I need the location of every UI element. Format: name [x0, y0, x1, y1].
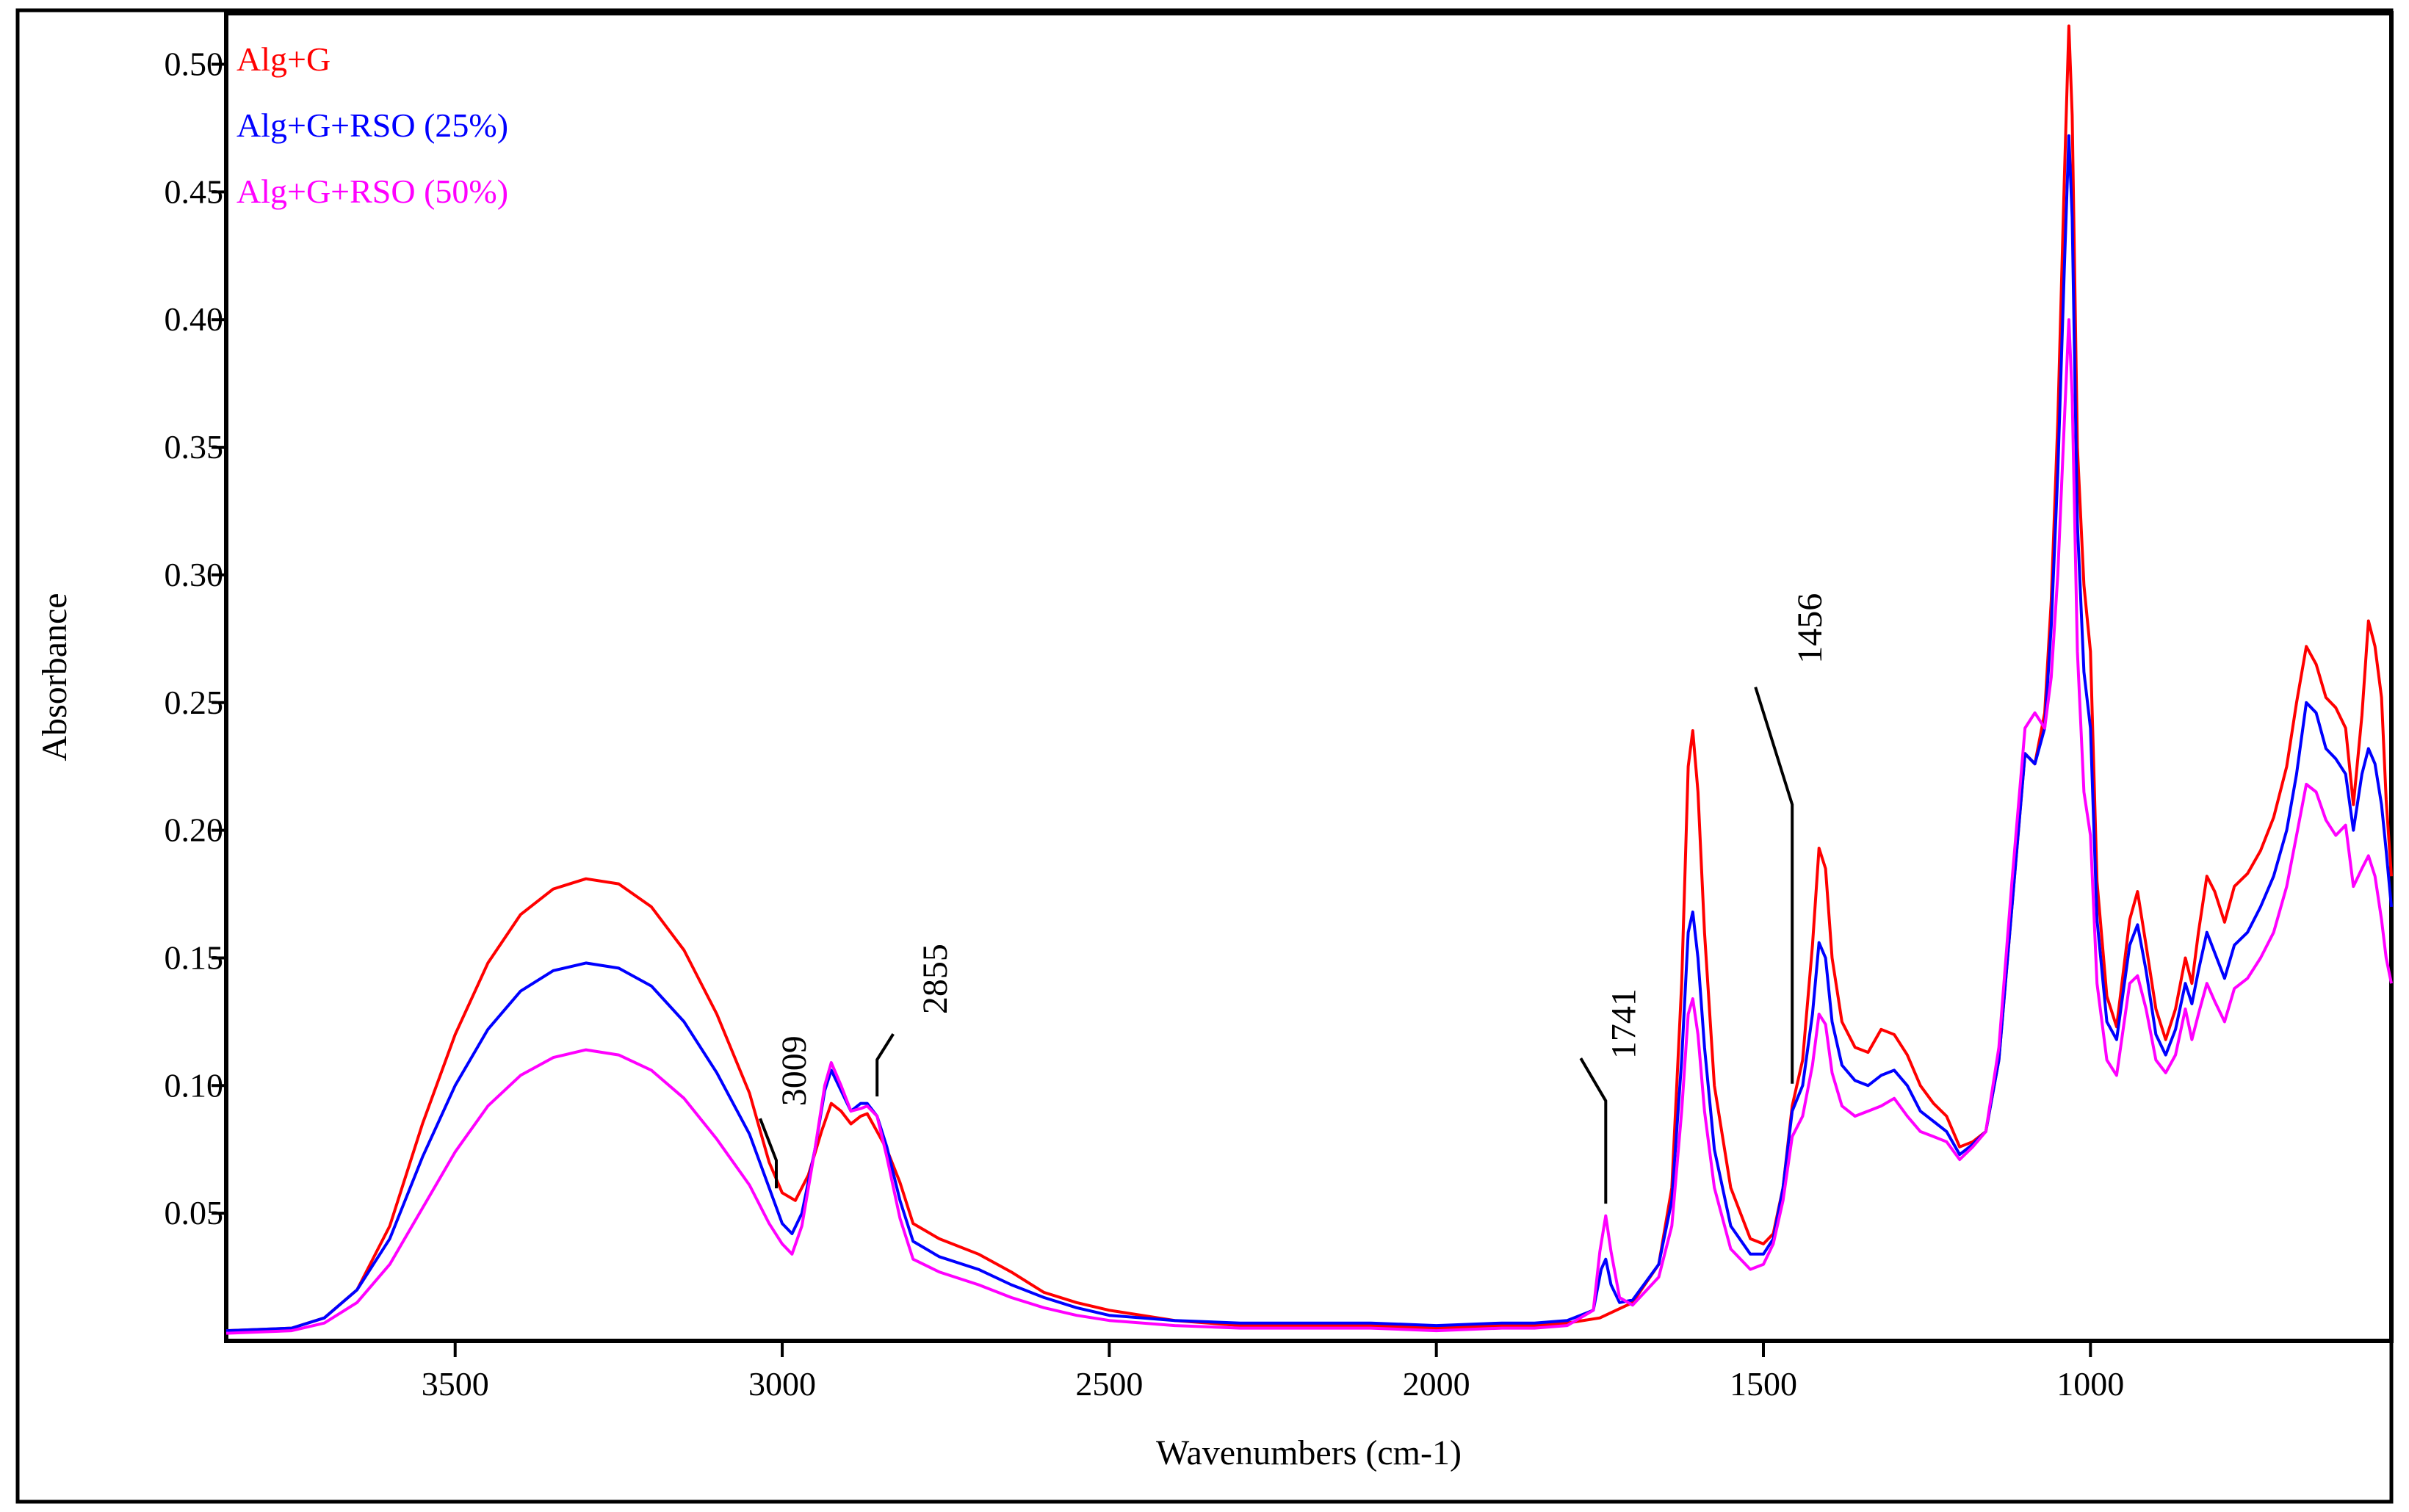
- annotation-leader: [759, 1118, 778, 1189]
- annotation-label: 1456: [1791, 593, 1830, 664]
- annotation-leader: [1579, 1057, 1608, 1204]
- y-tick-label: 0.35: [165, 428, 224, 466]
- x-tick-label: 1500: [1730, 1365, 1797, 1403]
- y-tick-label: 0.50: [165, 46, 224, 83]
- y-tick-label: 0.30: [165, 556, 224, 593]
- legend: Alg+G Alg+G+RSO (25%) Alg+G+RSO (50%): [236, 40, 508, 210]
- y-tick-label: 0.25: [165, 684, 224, 721]
- x-tick-label: 2500: [1075, 1365, 1143, 1403]
- annotation-leader: [1754, 687, 1794, 1084]
- y-tick-label: 0.40: [165, 300, 224, 338]
- annotation-label: 1741: [1604, 988, 1643, 1059]
- annotation-leader: [875, 1033, 895, 1097]
- x-axis-title: Wavenumbers (cm-1): [1156, 1433, 1462, 1472]
- y-axis-title: Absorbance: [35, 593, 74, 761]
- y-tick-label: 0.05: [165, 1194, 224, 1231]
- series-line-1: [225, 24, 2393, 1333]
- annotation-label: 3009: [775, 1035, 814, 1106]
- annotation-label: 2855: [916, 944, 955, 1014]
- x-axis-ticks: 3500 3000 2500 2000 1500 1000: [422, 1341, 2124, 1403]
- legend-entry-2: Alg+G+RSO (25%): [236, 106, 508, 144]
- y-axis-ticks: 0.05 0.10 0.15 0.20 0.25 0.30 0.35 0.40 0.45 0.50: [165, 46, 226, 1231]
- legend-entry-1: Alg+G: [236, 40, 331, 78]
- annotation-layer: 3009 2855 1741 1456: [759, 593, 1830, 1204]
- y-tick-label: 0.45: [165, 173, 224, 210]
- series-line-3: [225, 318, 2393, 1335]
- y-tick-label: 0.10: [165, 1066, 224, 1104]
- y-tick-label: 0.15: [165, 938, 224, 976]
- y-tick-label: 0.20: [165, 811, 224, 849]
- x-tick-label: 3000: [748, 1365, 816, 1403]
- x-tick-label: 3500: [422, 1365, 489, 1403]
- series-line-2: [225, 134, 2393, 1333]
- x-tick-label: 1000: [2056, 1365, 2124, 1403]
- legend-entry-3: Alg+G+RSO (50%): [236, 173, 508, 210]
- series-layer: [225, 24, 2393, 1335]
- x-tick-label: 2000: [1403, 1365, 1470, 1403]
- plot-area: [224, 11, 2394, 1343]
